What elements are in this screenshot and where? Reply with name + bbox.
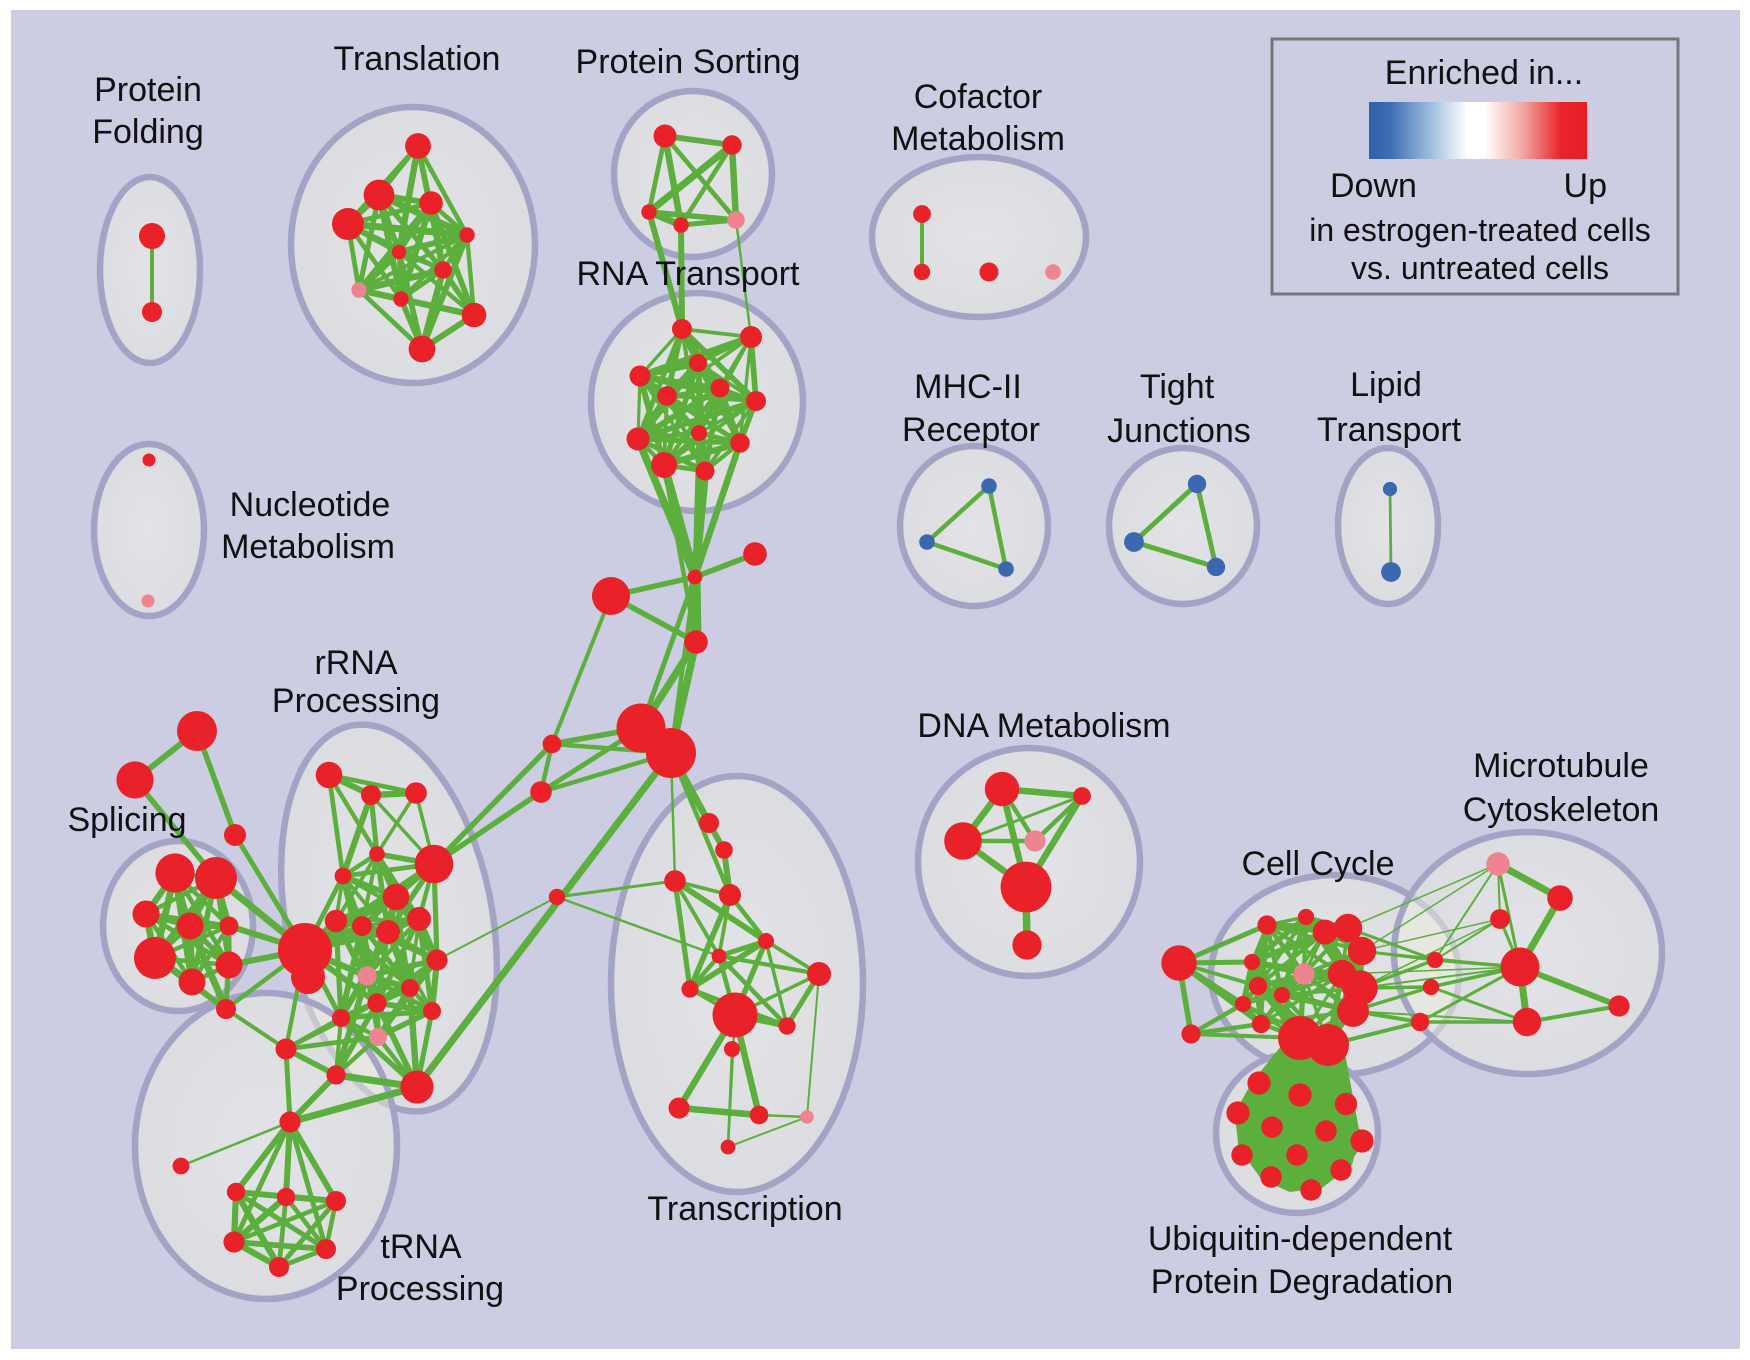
svg-text:Folding: Folding [92, 113, 204, 151]
svg-text:Metabolism: Metabolism [221, 528, 395, 566]
svg-text:RNA Transport: RNA Transport [577, 255, 801, 293]
svg-text:Cofactor: Cofactor [914, 78, 1043, 116]
svg-text:Enriched in...: Enriched in... [1385, 54, 1583, 92]
svg-text:Translation: Translation [334, 40, 501, 78]
svg-text:Ubiquitin-dependent: Ubiquitin-dependent [1148, 1220, 1453, 1258]
svg-text:Cell Cycle: Cell Cycle [1241, 845, 1394, 883]
svg-text:Splicing: Splicing [67, 801, 186, 839]
svg-text:Lipid: Lipid [1350, 366, 1422, 404]
svg-text:Metabolism: Metabolism [891, 120, 1065, 158]
svg-text:Protein Sorting: Protein Sorting [576, 43, 801, 81]
svg-text:Transcription: Transcription [647, 1190, 842, 1228]
svg-text:rRNA: rRNA [314, 644, 397, 682]
svg-text:Receptor: Receptor [902, 411, 1040, 449]
svg-text:Processing: Processing [336, 1270, 504, 1308]
svg-text:Down: Down [1330, 167, 1417, 205]
svg-text:Junctions: Junctions [1107, 412, 1251, 450]
svg-text:Processing: Processing [272, 682, 440, 720]
svg-text:Tight: Tight [1140, 368, 1215, 406]
svg-text:Microtubule: Microtubule [1473, 747, 1649, 785]
svg-text:in estrogen-treated cells: in estrogen-treated cells [1309, 212, 1651, 248]
svg-text:DNA Metabolism: DNA Metabolism [917, 707, 1170, 745]
svg-text:MHC-II: MHC-II [914, 368, 1022, 406]
svg-text:tRNA: tRNA [380, 1228, 462, 1266]
svg-text:vs. untreated cells: vs. untreated cells [1351, 250, 1609, 286]
svg-text:Protein Degradation: Protein Degradation [1151, 1263, 1453, 1301]
svg-text:Protein: Protein [94, 71, 202, 109]
svg-text:Nucleotide: Nucleotide [230, 486, 391, 524]
svg-text:Up: Up [1564, 167, 1607, 205]
svg-text:Transport: Transport [1317, 411, 1462, 449]
svg-text:Cytoskeleton: Cytoskeleton [1463, 791, 1660, 829]
